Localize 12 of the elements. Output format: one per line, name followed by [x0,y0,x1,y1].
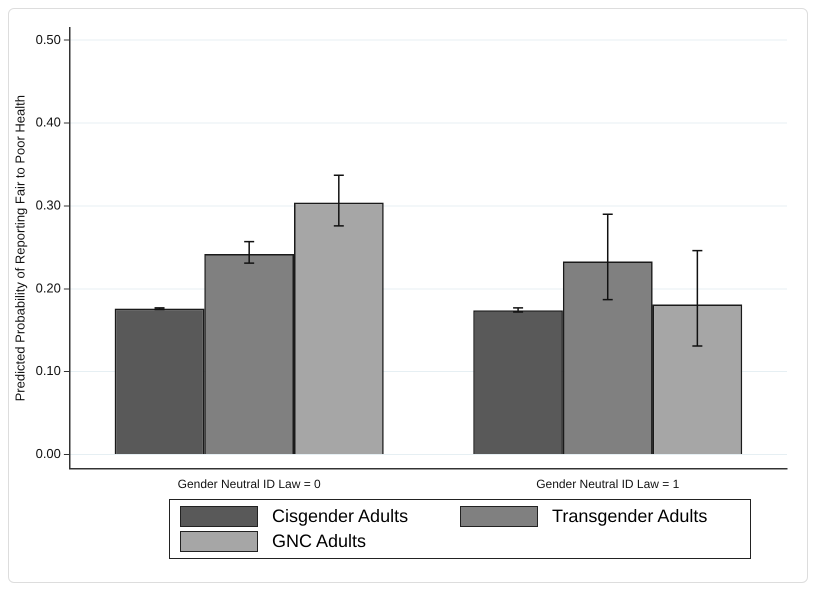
y-tick-label: 0.00 [36,446,61,462]
legend-label: GNC Adults [272,531,366,552]
legend-label: Cisgender Adults [272,506,408,527]
x-tick-label: Gender Neutral ID Law = 1 [536,477,680,492]
legend-label: Transgender Adults [552,506,708,527]
y-tick-label: 0.10 [36,363,61,378]
y-tick-label: 0.20 [36,280,61,296]
y-tick-label: 0.50 [36,32,61,47]
y-axis-title: Predicted Probability of Reporting Fair to Poor Health [12,95,28,402]
y-tick-label: 0.40 [36,114,61,130]
y-tick-label: 0.30 [36,198,61,213]
x-tick-label: Gender Neutral ID Law = 0 [178,477,322,492]
